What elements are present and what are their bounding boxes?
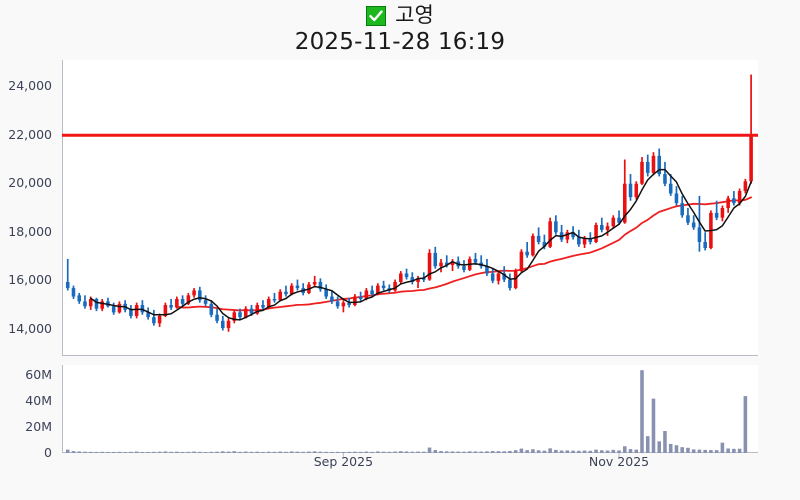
price-axis-tick: 24,000 [8,78,52,94]
price-panel [62,60,758,356]
date-axis-tick: Nov 2025 [588,454,650,469]
timestamp-label: 2025-11-28 16:19 [294,29,506,55]
price-axis-tick: 20,000 [8,175,52,191]
page-title: 고영 [395,3,434,27]
price-axis-tick: 16,000 [8,272,52,288]
price-axis-tick: 18,000 [8,223,52,239]
volume-panel [62,365,758,453]
chart-header: 고영 2025-11-28 16:19 [0,0,800,58]
volume-axis-tick: 40M [25,392,52,408]
title-row: 고영 [0,1,800,29]
price-axis-tick: 14,000 [8,320,52,336]
volume-axis-tick: 60M [25,366,52,382]
green-check-icon [366,6,387,26]
volume-axis-tick: 0 [44,444,52,460]
price-axis-tick: 22,000 [8,126,52,142]
volume-axis-tick: 20M [25,418,52,434]
date-axis-tick: Sep 2025 [313,454,374,469]
